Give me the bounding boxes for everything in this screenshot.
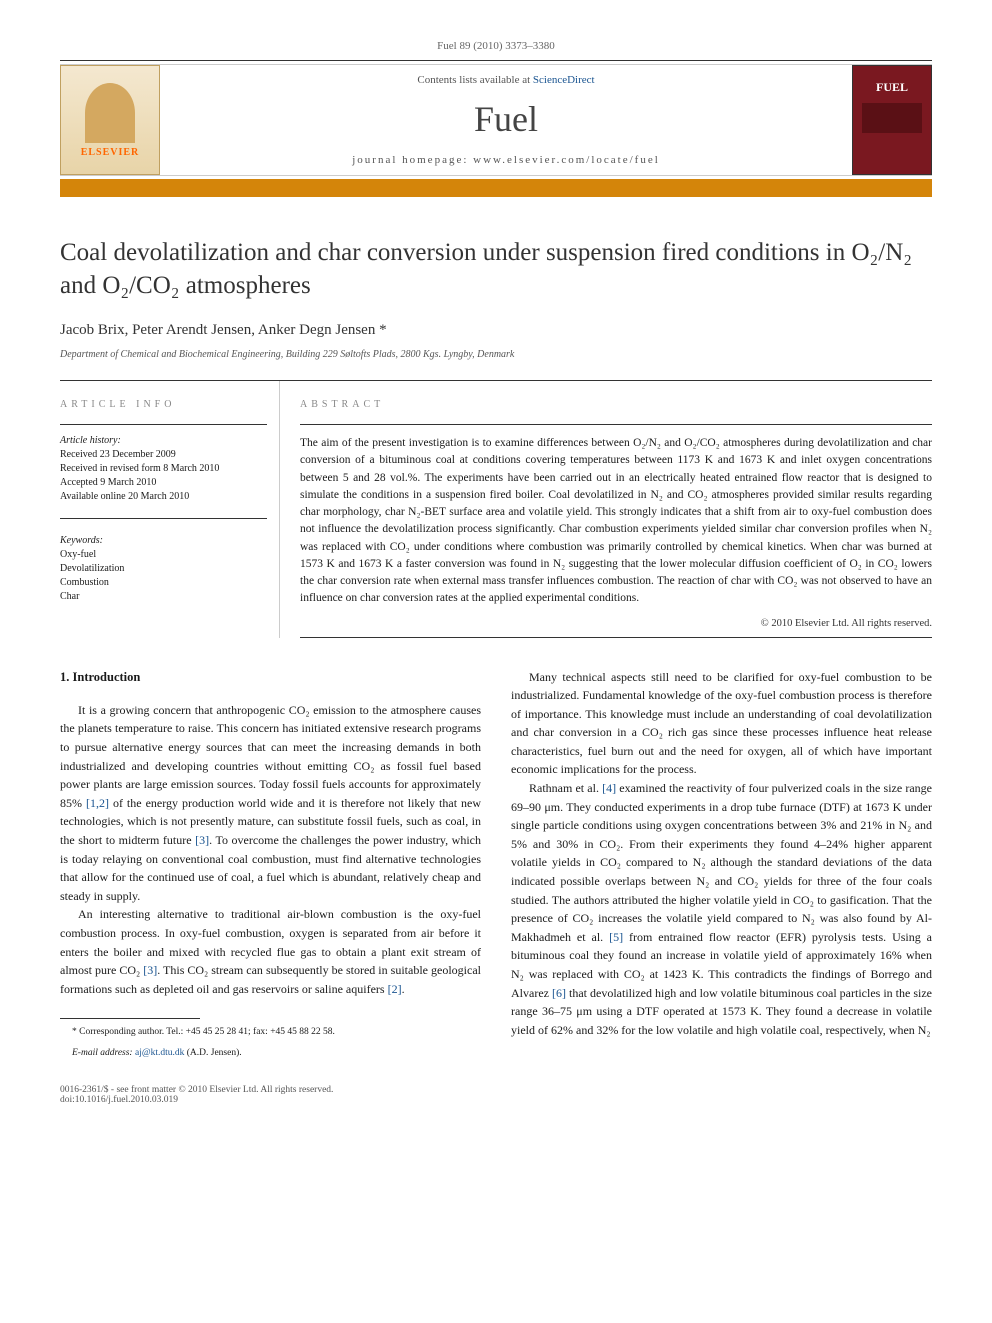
article-info-heading: ARTICLE INFO: [60, 399, 267, 410]
ref-link-3a[interactable]: [3]: [195, 833, 209, 847]
ref-link-5[interactable]: [5]: [609, 930, 623, 944]
email-name: (A.D. Jensen).: [184, 1048, 241, 1058]
history-line-3: Available online 20 March 2010: [60, 490, 267, 504]
history-line-2: Accepted 9 March 2010: [60, 476, 267, 490]
section-1-title: 1. Introduction: [60, 668, 481, 687]
email-label: E-mail address:: [72, 1048, 135, 1058]
p2-text-c: .: [402, 982, 405, 996]
contents-label: Contents lists available at: [417, 74, 532, 86]
abstract-text: The aim of the present investigation is …: [300, 435, 932, 608]
authors-line: Jacob Brix, Peter Arendt Jensen, Anker D…: [60, 322, 932, 339]
body-p4: Rathnam et al. [4] examined the reactivi…: [511, 779, 932, 1039]
p1-text-a: It is a growing concern that anthropogen…: [60, 703, 481, 810]
corresponding-author-marker[interactable]: *: [379, 322, 387, 338]
footer-row: 0016-2361/$ - see front matter © 2010 El…: [60, 1085, 932, 1105]
affiliation: Department of Chemical and Biochemical E…: [60, 349, 932, 360]
journal-cover-thumbnail: FUEL: [852, 65, 932, 175]
sciencedirect-link[interactable]: ScienceDirect: [533, 74, 595, 86]
footnote-separator: [60, 1018, 200, 1019]
keyword-3: Char: [60, 590, 267, 604]
history-line-1: Received in revised form 8 March 2010: [60, 462, 267, 476]
p4-text-a: Rathnam et al.: [529, 781, 602, 795]
top-divider: [60, 60, 932, 61]
abstract-heading: ABSTRACT: [300, 399, 932, 410]
corresponding-footnote: * Corresponding author. Tel.: +45 45 25 …: [60, 1025, 481, 1040]
authors-names: Jacob Brix, Peter Arendt Jensen, Anker D…: [60, 322, 375, 338]
ref-link-4[interactable]: [4]: [602, 781, 616, 795]
ref-link-6[interactable]: [6]: [552, 986, 566, 1000]
keyword-2: Combustion: [60, 576, 267, 590]
citation-header: Fuel 89 (2010) 3373–3380: [60, 40, 932, 52]
keyword-1: Devolatilization: [60, 562, 267, 576]
history-line-0: Received 23 December 2009: [60, 448, 267, 462]
elsevier-logo: ELSEVIER: [60, 65, 160, 175]
journal-header-center: Contents lists available at ScienceDirec…: [160, 74, 852, 166]
email-link[interactable]: aj@kt.dtu.dk: [135, 1048, 184, 1058]
publisher-bar: ELSEVIER Contents lists available at Sci…: [60, 64, 932, 176]
abstract-divider: [300, 424, 932, 425]
cover-title: FUEL: [876, 80, 908, 95]
ref-link-1-2[interactable]: [1,2]: [86, 796, 109, 810]
body-p3: Many technical aspects still need to be …: [511, 668, 932, 780]
doi-line: doi:10.1016/j.fuel.2010.03.019: [60, 1095, 333, 1105]
abstract-copyright: © 2010 Elsevier Ltd. All rights reserved…: [300, 618, 932, 629]
left-column: 1. Introduction It is a growing concern …: [60, 668, 481, 1061]
info-abstract-row: ARTICLE INFO Article history: Received 2…: [60, 380, 932, 638]
body-columns: 1. Introduction It is a growing concern …: [60, 668, 932, 1061]
info-divider: [60, 424, 267, 425]
keywords-label: Keywords:: [60, 535, 267, 546]
journal-homepage: journal homepage: www.elsevier.com/locat…: [160, 154, 852, 166]
accent-bar: [60, 179, 932, 197]
footer-left: 0016-2361/$ - see front matter © 2010 El…: [60, 1085, 333, 1105]
contents-line: Contents lists available at ScienceDirec…: [160, 74, 852, 86]
elsevier-name: ELSEVIER: [81, 147, 140, 158]
right-column: Many technical aspects still need to be …: [511, 668, 932, 1061]
body-p2: An interesting alternative to traditiona…: [60, 905, 481, 998]
keyword-0: Oxy-fuel: [60, 548, 267, 562]
email-footnote: E-mail address: aj@kt.dtu.dk (A.D. Jense…: [60, 1046, 481, 1061]
abstract-column: ABSTRACT The aim of the present investig…: [280, 381, 932, 638]
abstract-bottom-divider: [300, 637, 932, 638]
history-label: Article history:: [60, 435, 267, 446]
ref-link-3b[interactable]: [3]: [143, 963, 157, 977]
body-p1: It is a growing concern that anthropogen…: [60, 701, 481, 906]
elsevier-tree-icon: [85, 83, 135, 143]
p4-text-d: that devolatilized high and low volatile…: [511, 986, 932, 1037]
journal-name: Fuel: [160, 98, 852, 140]
cover-subgraphic: [862, 103, 922, 133]
keywords-divider: [60, 518, 267, 519]
ref-link-2[interactable]: [2]: [388, 982, 402, 996]
article-title: Coal devolatilization and char conversio…: [60, 237, 932, 302]
article-info-column: ARTICLE INFO Article history: Received 2…: [60, 381, 280, 638]
p4-text-b: examined the reactivity of four pulveriz…: [511, 781, 932, 944]
issn-line: 0016-2361/$ - see front matter © 2010 El…: [60, 1085, 333, 1095]
